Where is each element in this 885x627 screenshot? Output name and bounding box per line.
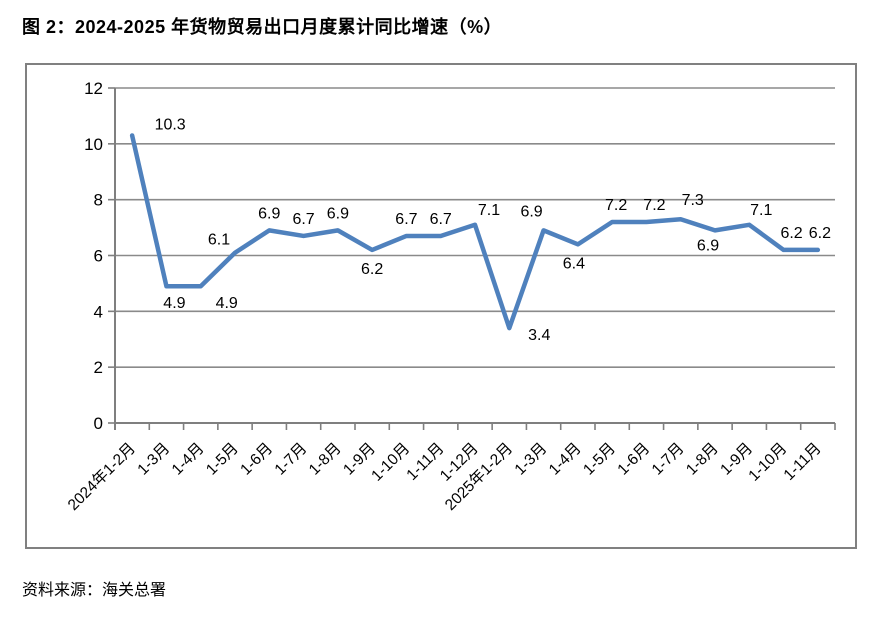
y-tick-label: 6 — [94, 247, 103, 266]
x-tick-label: 1-7月 — [272, 440, 311, 479]
series-line — [129, 133, 821, 331]
y-tick-label: 0 — [94, 414, 103, 433]
data-label: 6.7 — [430, 211, 452, 228]
y-tick-label: 2 — [94, 358, 103, 377]
x-tick-label: 1-6月 — [614, 440, 653, 479]
x-tick-label: 1-11月 — [781, 440, 825, 484]
data-label: 6.9 — [258, 205, 280, 222]
data-label: 10.3 — [155, 116, 186, 133]
data-label: 4.9 — [216, 295, 238, 312]
data-label: 6.9 — [520, 203, 542, 220]
x-tick-label: 1-5月 — [580, 440, 619, 479]
data-label: 7.1 — [478, 202, 500, 219]
figure-title: 图 2：2024-2025 年货物贸易出口月度累计同比增速（%） — [22, 17, 503, 37]
y-tick-label: 12 — [84, 79, 103, 98]
y-tick-label: 8 — [94, 191, 103, 210]
data-label: 6.9 — [697, 237, 719, 254]
chart-container: 0 2 4 6 8 10 12 2024年1-2月 1-3月 1-4月 1-5月 1-6月 1-7月 1-… — [25, 63, 857, 549]
data-label: 7.2 — [605, 197, 627, 214]
x-tick-label: 1-5月 — [203, 440, 242, 479]
y-tick-label: 10 — [84, 135, 103, 154]
data-label: 7.3 — [682, 192, 704, 209]
x-tick-label: 1-7月 — [649, 440, 688, 479]
data-label: 4.9 — [163, 295, 185, 312]
data-label: 6.7 — [395, 211, 417, 228]
x-tick-label: 1-4月 — [546, 440, 585, 479]
x-tick-label: 1-3月 — [134, 440, 173, 479]
data-label: 3.4 — [528, 327, 550, 344]
data-label: 6.9 — [327, 205, 349, 222]
line-chart: 0246810122024年1-2月1-3月1-4月1-5月1-6月1-7月1-… — [64, 79, 836, 514]
data-label: 6.4 — [563, 255, 585, 272]
data-label: 6.7 — [292, 211, 314, 228]
x-tick-label: 1-10月 — [745, 440, 790, 485]
data-label: 7.1 — [750, 202, 772, 219]
data-label: 6.2 — [361, 261, 383, 278]
x-tick-label: 1-10月 — [368, 440, 413, 485]
y-tick-label: 4 — [94, 302, 103, 321]
x-tick-label: 1-8月 — [683, 440, 722, 479]
source-note: 资料来源：海关总署 — [22, 582, 167, 599]
data-label: 7.2 — [643, 197, 665, 214]
data-label: 6.2 — [780, 225, 802, 242]
data-label: 6.2 — [809, 225, 831, 242]
x-tick-label: 1-4月 — [169, 440, 208, 479]
data-label: 6.1 — [208, 232, 230, 249]
x-tick-label: 1-6月 — [237, 440, 276, 479]
x-tick-label: 1-8月 — [306, 440, 345, 479]
x-tick-label: 2024年1-2月 — [64, 439, 139, 514]
x-tick-label: 1-3月 — [512, 440, 551, 479]
